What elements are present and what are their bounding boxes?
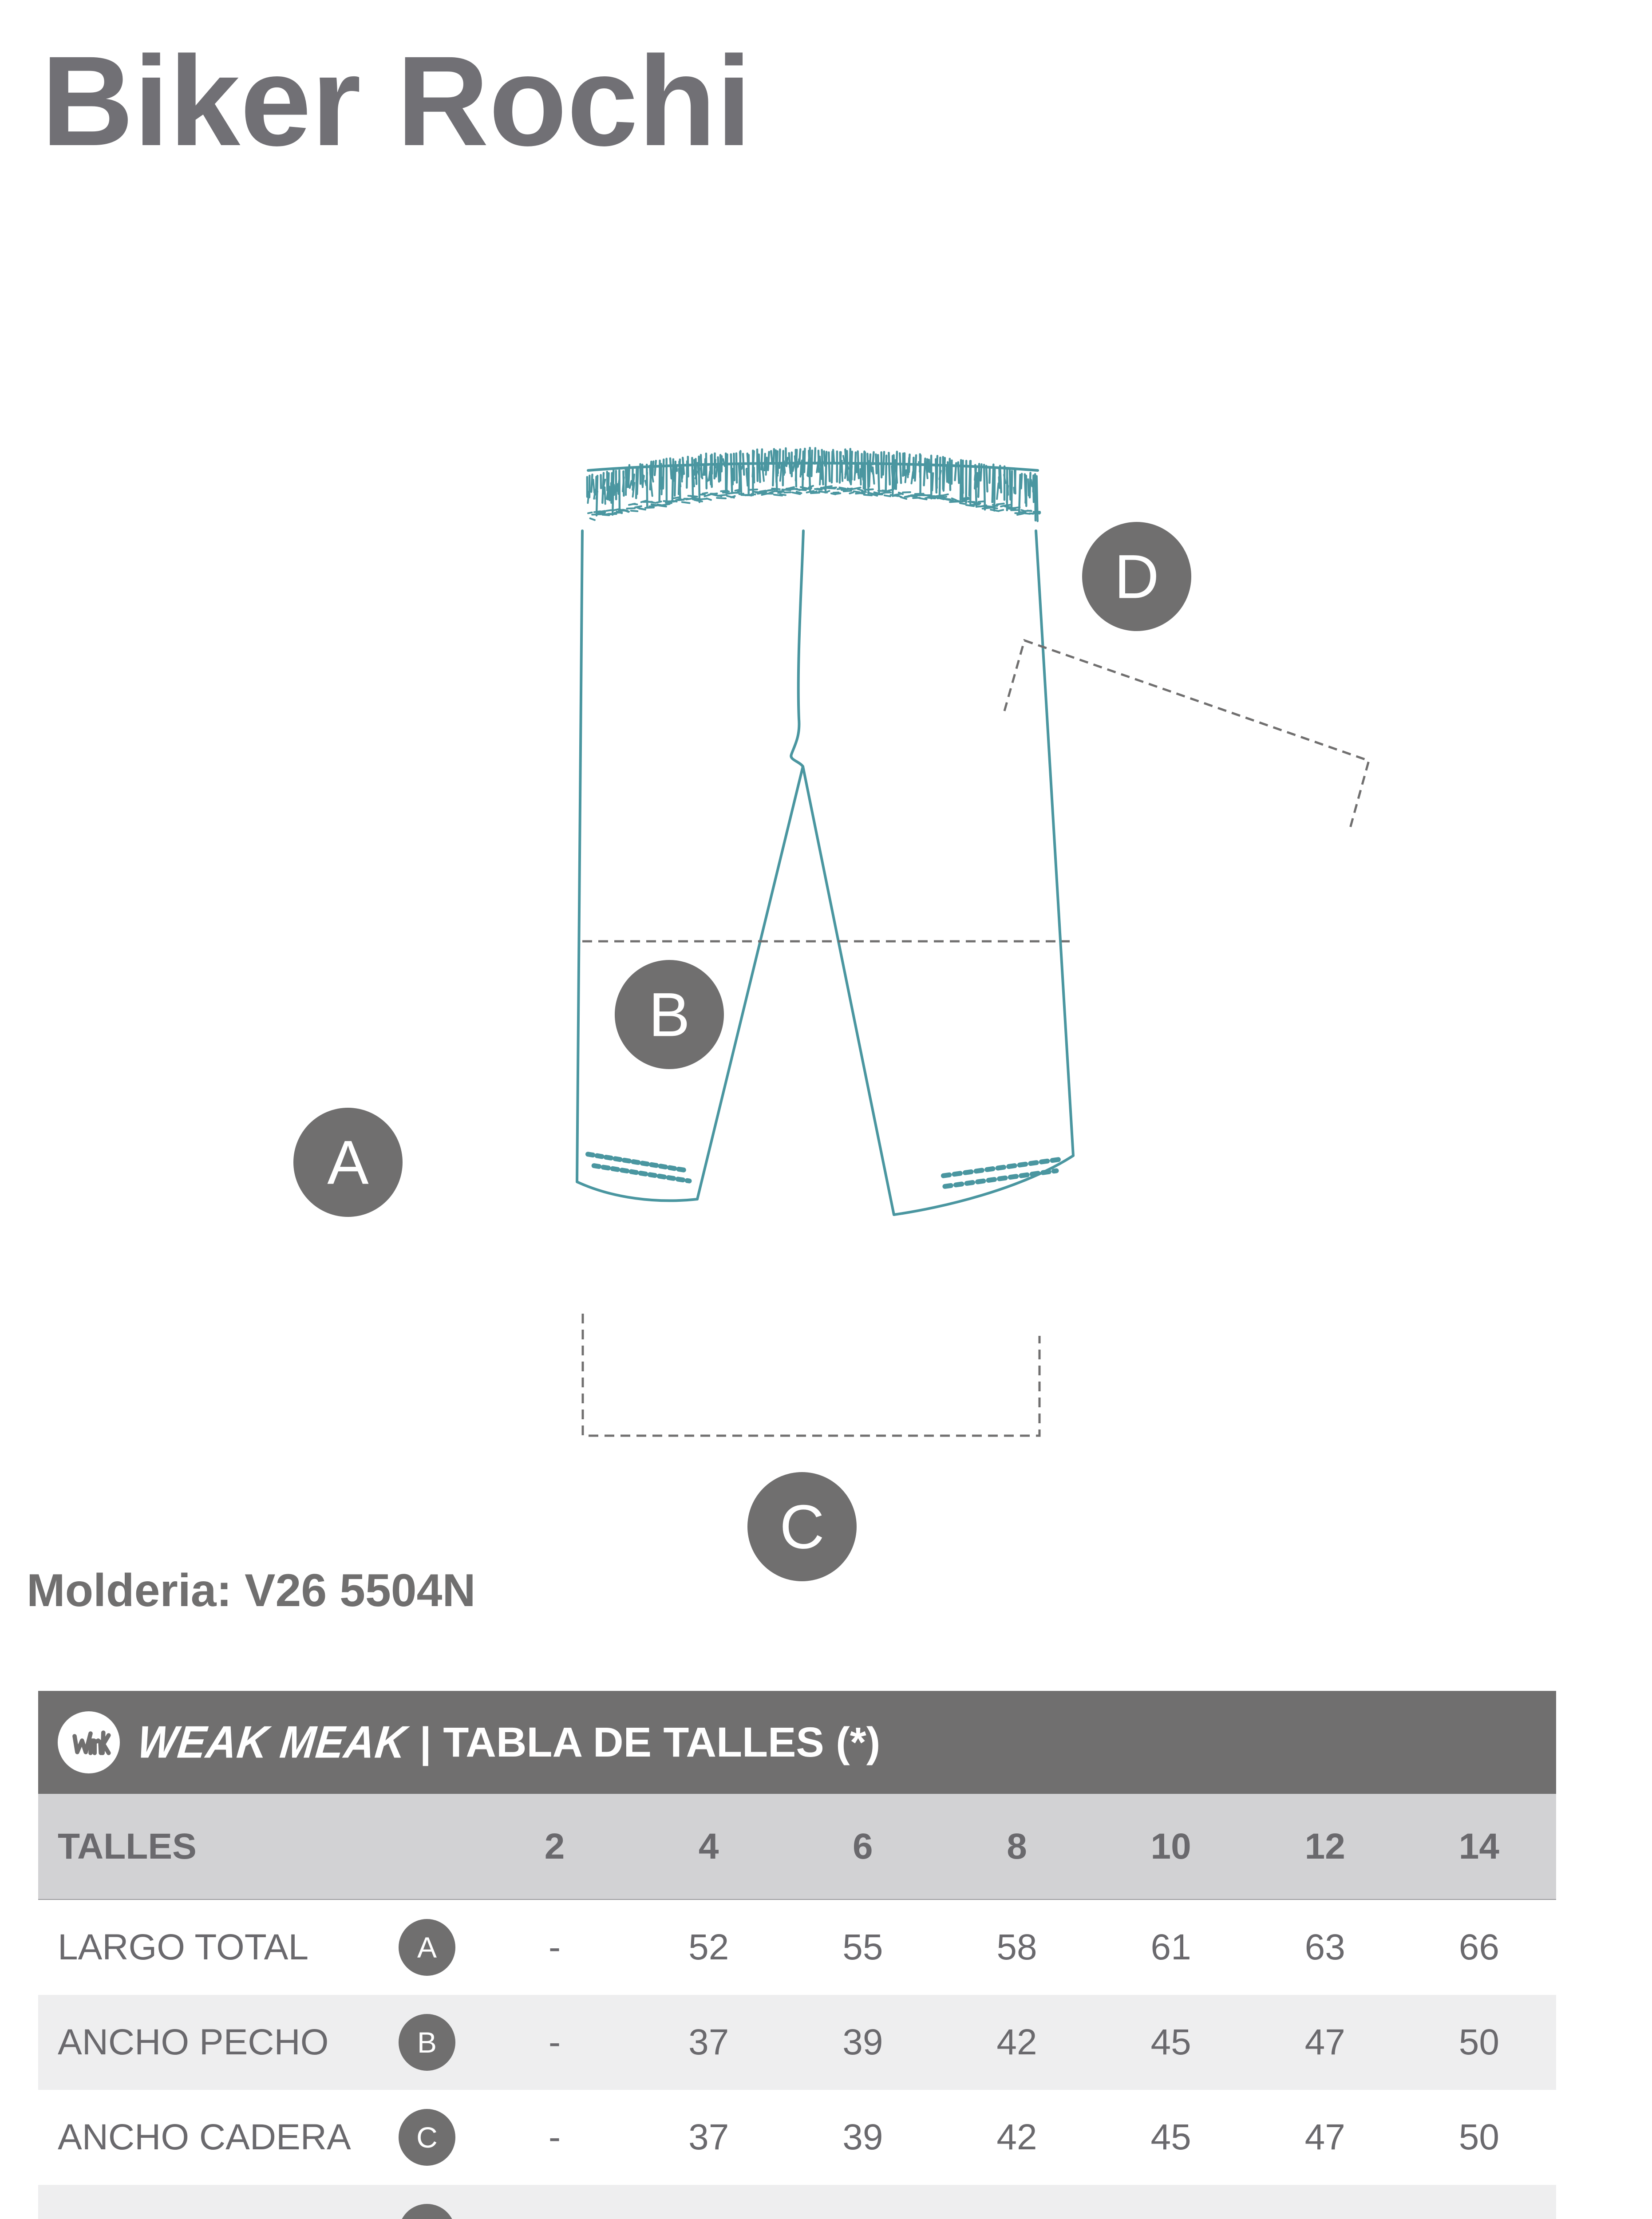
svg-text:C: C xyxy=(779,1492,824,1562)
svg-text:A: A xyxy=(327,1128,369,1197)
svg-text:B: B xyxy=(648,980,690,1050)
svg-text:D: D xyxy=(1114,542,1159,612)
